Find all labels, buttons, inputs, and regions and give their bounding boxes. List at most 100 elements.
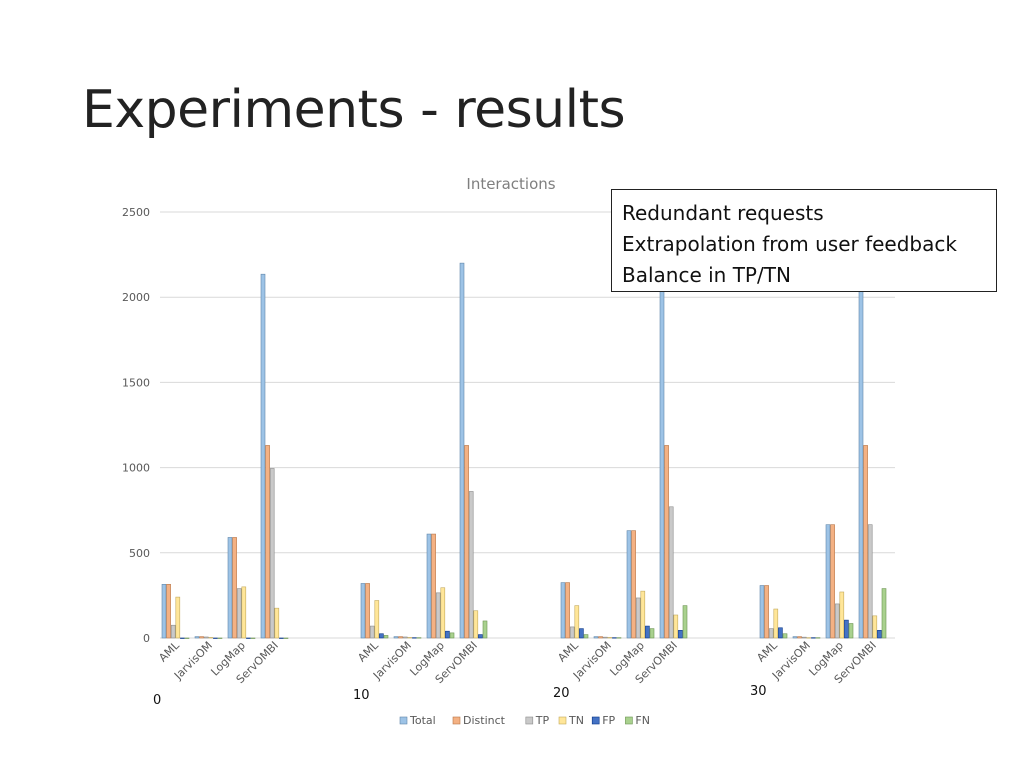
legend-label-fn: FN <box>635 714 650 727</box>
callout-line-redundant: Redundant requests <box>622 201 824 225</box>
bar-fn-jarvisom-g20 <box>616 637 622 639</box>
legend-swatch-fp <box>591 716 600 725</box>
bar-tp-logmap-g30 <box>834 603 840 639</box>
bar-distinct-aml-g0 <box>166 584 171 639</box>
bar-tn-aml-g30 <box>773 608 779 639</box>
bar-tp-aml-g20 <box>569 626 575 639</box>
legend-label-distinct: Distinct <box>463 714 506 727</box>
bar-fp-jarvisom-g20 <box>612 637 617 639</box>
y-tick-label: 2000 <box>122 291 150 304</box>
bar-tn-logmap-g20 <box>640 590 646 639</box>
bar-tn-jarvisom-g30 <box>806 637 812 639</box>
bar-distinct-jarvisom-g10 <box>398 636 403 639</box>
bar-fn-aml-g10 <box>383 635 389 639</box>
bar-tp-servombi-g0 <box>269 468 275 639</box>
bar-tp-jarvisom-g20 <box>602 636 608 639</box>
bar-distinct-servombi-g0 <box>265 445 270 639</box>
bar-total-jarvisom-g0 <box>194 636 200 639</box>
bar-tn-aml-g0 <box>175 596 181 639</box>
bar-tp-logmap-g20 <box>635 597 641 639</box>
bar-distinct-aml-g10 <box>365 583 370 639</box>
callout-line-balance: Balance in TP/TN <box>622 263 791 287</box>
bar-tn-jarvisom-g0 <box>208 637 214 639</box>
bar-tp-servombi-g20 <box>668 506 674 639</box>
bar-fn-aml-g0 <box>184 637 190 639</box>
bar-fp-logmap-g20 <box>645 625 650 639</box>
bar-tn-servombi-g30 <box>872 615 878 639</box>
slide-title: Experiments - results <box>82 80 626 140</box>
bar-total-logmap-g0 <box>227 537 233 639</box>
legend-label-tp: TP <box>535 714 550 727</box>
bars <box>161 262 887 639</box>
legend-swatch-fn <box>625 716 633 725</box>
bar-tn-jarvisom-g10 <box>407 637 413 639</box>
bar-total-aml-g0 <box>161 584 167 639</box>
bar-fn-logmap-g10 <box>449 632 455 639</box>
bar-fn-logmap-g30 <box>848 623 854 639</box>
bar-total-logmap-g10 <box>426 533 432 639</box>
bar-distinct-logmap-g30 <box>830 524 835 639</box>
group-label: 0 <box>153 693 162 708</box>
group-label: 20 <box>553 686 570 701</box>
bar-fn-servombi-g10 <box>482 620 488 639</box>
bar-fp-jarvisom-g0 <box>213 637 218 639</box>
legend-label-total: Total <box>409 714 436 727</box>
bar-tp-aml-g30 <box>768 628 774 639</box>
bar-total-aml-g30 <box>759 585 765 639</box>
chart-title: Interactions <box>466 175 555 193</box>
bar-fp-logmap-g10 <box>445 630 450 639</box>
legend-label-fp: FP <box>602 714 615 727</box>
legend-label-tn: TN <box>568 714 584 727</box>
bar-fn-logmap-g0 <box>250 637 256 639</box>
callout-box: Redundant requests Extrapolation from us… <box>611 189 997 292</box>
y-tick-label: 1500 <box>122 376 150 389</box>
group-label: 30 <box>750 684 767 699</box>
bar-fn-servombi-g20 <box>682 605 688 639</box>
bar-distinct-jarvisom-g30 <box>797 636 802 639</box>
bar-total-servombi-g10 <box>459 262 465 639</box>
bar-fp-servombi-g20 <box>678 630 683 639</box>
bar-distinct-logmap-g0 <box>232 537 237 639</box>
bar-fn-logmap-g20 <box>649 628 655 639</box>
bar-fn-jarvisom-g10 <box>416 637 422 639</box>
bar-tn-logmap-g0 <box>241 586 247 639</box>
legend-swatch-tp <box>525 716 534 725</box>
bar-distinct-logmap-g10 <box>431 533 436 639</box>
bar-tn-servombi-g10 <box>473 610 479 639</box>
bar-distinct-servombi-g30 <box>863 445 868 639</box>
bar-tp-jarvisom-g10 <box>402 636 408 639</box>
bar-tn-logmap-g10 <box>440 587 446 639</box>
bar-fp-logmap-g0 <box>246 637 251 639</box>
bar-tn-aml-g10 <box>374 600 380 639</box>
bar-fp-aml-g0 <box>180 637 185 639</box>
bar-tp-logmap-g10 <box>435 592 441 639</box>
bar-tp-jarvisom-g0 <box>203 636 209 639</box>
x-tick-label: AML <box>754 638 780 664</box>
y-tick-labels: 0 500 1000 1500 2000 2500 <box>122 206 150 645</box>
bar-fp-aml-g30 <box>778 627 783 639</box>
bar-fn-aml-g20 <box>583 634 589 639</box>
bar-fn-servombi-g0 <box>283 637 289 639</box>
callout-line-extrapolation: Extrapolation from user feedback <box>622 232 957 256</box>
bar-tp-logmap-g0 <box>236 588 242 639</box>
y-tick-label: 1000 <box>122 462 150 475</box>
bar-total-servombi-g0 <box>260 273 266 639</box>
legend-swatch-total <box>399 716 408 725</box>
bar-tn-servombi-g20 <box>673 614 679 639</box>
bar-distinct-jarvisom-g0 <box>199 636 204 639</box>
bar-fp-aml-g10 <box>379 633 384 639</box>
bar-fn-jarvisom-g0 <box>217 637 223 639</box>
bar-tp-servombi-g10 <box>468 491 474 639</box>
bar-total-jarvisom-g20 <box>593 636 599 639</box>
bar-total-jarvisom-g10 <box>393 636 399 639</box>
bar-tn-jarvisom-g20 <box>607 637 613 639</box>
bar-fn-servombi-g30 <box>881 588 887 639</box>
bar-tn-servombi-g0 <box>274 607 280 639</box>
bar-distinct-aml-g30 <box>764 585 769 639</box>
bar-fp-servombi-g0 <box>279 637 284 639</box>
x-tick-label: AML <box>355 638 381 664</box>
bar-fp-jarvisom-g30 <box>811 637 816 639</box>
bar-fn-jarvisom-g30 <box>815 637 821 639</box>
